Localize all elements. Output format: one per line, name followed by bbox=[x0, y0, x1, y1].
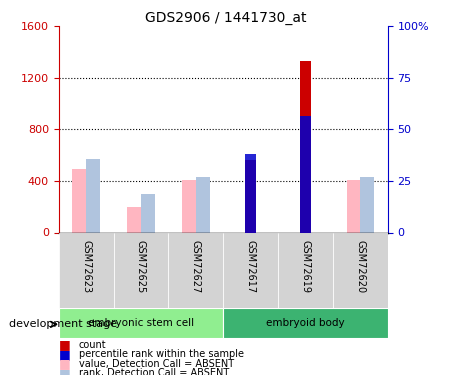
Text: GSM72623: GSM72623 bbox=[81, 240, 91, 293]
Bar bbox=[86, 159, 100, 232]
Text: development stage: development stage bbox=[9, 320, 117, 329]
Text: value, Detection Call = ABSENT: value, Detection Call = ABSENT bbox=[79, 359, 234, 369]
Text: percentile rank within the sample: percentile rank within the sample bbox=[79, 350, 244, 359]
Bar bbox=[300, 117, 311, 232]
Text: embryoid body: embryoid body bbox=[266, 318, 345, 327]
Text: rank, Detection Call = ABSENT: rank, Detection Call = ABSENT bbox=[79, 368, 229, 375]
Text: GSM72627: GSM72627 bbox=[191, 240, 201, 293]
Text: GSM72617: GSM72617 bbox=[246, 240, 256, 293]
Text: ■: ■ bbox=[59, 367, 70, 375]
Bar bbox=[300, 61, 311, 232]
Bar bbox=[245, 160, 256, 232]
FancyBboxPatch shape bbox=[223, 308, 388, 338]
Text: GDS2906 / 1441730_at: GDS2906 / 1441730_at bbox=[145, 11, 306, 25]
Text: count: count bbox=[79, 340, 106, 350]
FancyBboxPatch shape bbox=[278, 232, 333, 308]
Bar bbox=[196, 177, 210, 232]
Text: ■: ■ bbox=[59, 357, 70, 370]
FancyBboxPatch shape bbox=[223, 232, 278, 308]
Bar bbox=[141, 194, 155, 232]
FancyBboxPatch shape bbox=[168, 232, 223, 308]
Bar bbox=[347, 180, 360, 232]
Text: embryonic stem cell: embryonic stem cell bbox=[88, 318, 194, 327]
Text: GSM72619: GSM72619 bbox=[300, 240, 311, 293]
Bar bbox=[127, 207, 141, 232]
FancyBboxPatch shape bbox=[59, 308, 223, 338]
FancyBboxPatch shape bbox=[59, 232, 114, 308]
Bar bbox=[182, 180, 196, 232]
Bar bbox=[360, 177, 374, 232]
Text: GSM72625: GSM72625 bbox=[136, 240, 146, 293]
Text: GSM72620: GSM72620 bbox=[355, 240, 365, 293]
Text: ■: ■ bbox=[59, 339, 70, 351]
FancyBboxPatch shape bbox=[114, 232, 168, 308]
FancyBboxPatch shape bbox=[333, 232, 388, 308]
Bar bbox=[245, 154, 256, 232]
Text: ■: ■ bbox=[59, 348, 70, 361]
Bar bbox=[72, 170, 86, 232]
